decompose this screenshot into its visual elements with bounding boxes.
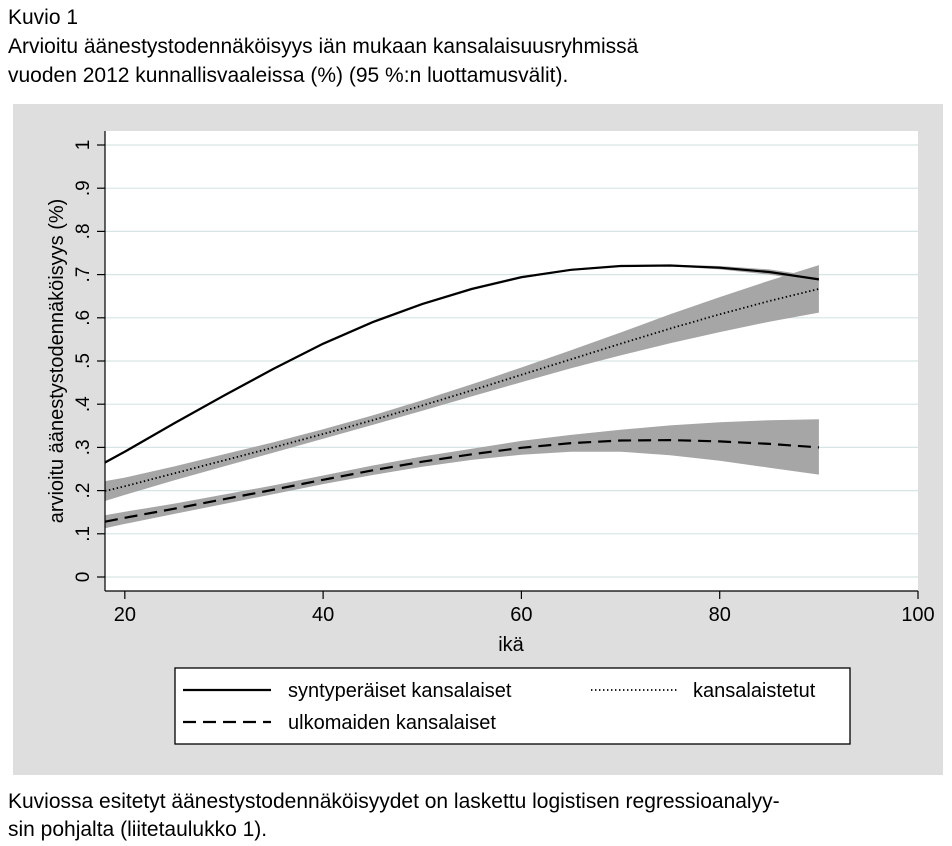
x-axis-label: ikä [498,634,524,656]
y-tick-label: .2 [73,483,94,499]
legend-label-ulkomaiden: ulkomaiden kansalaiset [288,712,496,734]
legend-box [174,667,851,745]
series-lines [104,264,820,523]
y-tick-label: .6 [73,310,94,326]
chart-title-line-1: Arvioitu äänestystodennäköisyys iän muka… [8,35,639,58]
y-tick-label: .3 [73,439,94,455]
y-tick-label: .4 [73,396,94,412]
x-tick-label: 60 [510,604,532,626]
chart-panel: 0 .1 .2 .3 .4 .5 .6 .7 .8 .9 1 20 40 60 80 100 ikä arvi… [13,104,943,775]
series-line-2 [104,288,820,492]
footnote-line-1: Kuviossa esitetyt äänestystodennäköisyyd… [8,790,780,813]
y-tick-label: 1 [73,140,94,151]
y-tick-label: 0 [73,572,94,583]
series-line-3 [104,439,819,523]
legend-label-kansalaistetut: kansalaistetut [693,680,816,702]
confidence-band-series-3 [105,419,819,529]
x-tick-label: 20 [114,604,136,626]
y-tick-label: .9 [73,180,94,196]
gridlines [105,144,918,578]
legend: syntyperäiset kansalaiset kansalaistetut… [174,667,851,745]
y-tick-label: .1 [73,526,94,542]
figure-label: Kuvio 1 [8,6,79,29]
confidence-band-series-2 [105,265,819,501]
y-tick-label: .8 [73,223,94,239]
confidence-bands [105,264,819,529]
x-tick-label: 40 [312,604,334,626]
footnote-line-2: sin pohjalta (liitetaulukko 1). [8,818,268,841]
y-axis-label: arvioitu äänestystodennäköisyys (%) [46,199,68,524]
chart-title-line-2: vuoden 2012 kunnallisvaaleissa (%) (95 %… [8,64,569,87]
series-line-1 [104,264,820,464]
line-chart: 0 .1 .2 .3 .4 .5 .6 .7 .8 .9 1 20 40 60 80 100 ikä arvi… [46,131,935,745]
tick-marks: 0 .1 .2 .3 .4 .5 .6 .7 .8 .9 1 20 40 60 80 100 [73,140,935,626]
y-tick-label: .7 [73,267,94,283]
x-tick-label: 100 [901,604,934,626]
legend-label-syntyperaiset: syntyperäiset kansalaiset [288,680,512,702]
x-tick-label: 80 [709,604,731,626]
y-tick-label: .5 [73,353,94,369]
